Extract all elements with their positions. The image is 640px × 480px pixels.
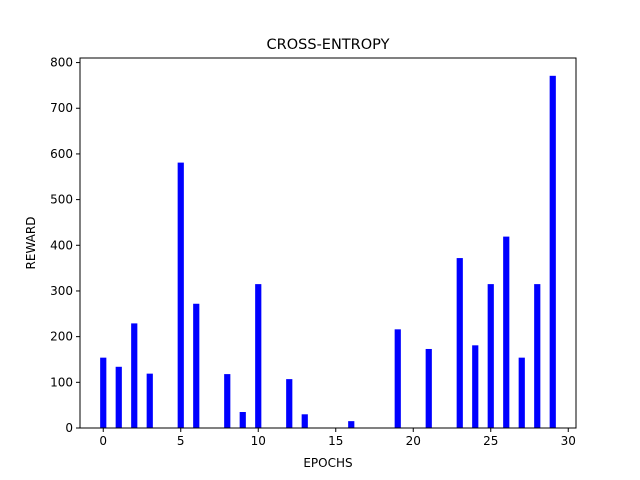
plot-frame	[79, 57, 577, 429]
x-tick-label: 20	[406, 434, 421, 448]
bar-epoch-6	[193, 303, 200, 428]
y-tick-label: 100	[50, 375, 73, 389]
x-tick-label: 25	[483, 434, 498, 448]
bar-epoch-1	[115, 366, 122, 428]
y-tick-label: 500	[50, 193, 73, 207]
y-tick-label: 200	[50, 330, 73, 344]
bar-epoch-3	[146, 373, 153, 428]
x-tick-label: 0	[99, 434, 107, 448]
y-axis-ticks: 0 100 200 300 400 500 600 700 800	[50, 56, 80, 435]
bars-group	[100, 75, 556, 429]
bar-epoch-23	[456, 258, 463, 428]
bar-epoch-12	[286, 379, 293, 428]
x-tick-label: 30	[561, 434, 576, 448]
y-tick-label: 400	[50, 238, 73, 252]
chart-title: CROSS-ENTROPY	[267, 37, 390, 53]
y-tick-label: 700	[50, 101, 73, 115]
bar-epoch-29	[549, 75, 556, 428]
bar-epoch-24	[472, 345, 479, 428]
bar-epoch-21	[425, 348, 432, 428]
x-axis-label: EPOCHS	[303, 456, 352, 470]
bar-epoch-9	[239, 412, 246, 428]
bar-epoch-28	[534, 284, 541, 428]
bar-epoch-19	[394, 329, 401, 428]
bar-epoch-10	[255, 284, 262, 428]
bar-epoch-13	[301, 414, 308, 428]
bar-epoch-26	[503, 236, 510, 428]
y-tick-label: 800	[50, 56, 73, 70]
x-tick-label: 15	[328, 434, 343, 448]
x-tick-label: 10	[251, 434, 266, 448]
x-axis-ticks: 0 5 10 15 20 25 30	[99, 428, 576, 448]
y-tick-label: 300	[50, 284, 73, 298]
bar-epoch-2	[131, 323, 138, 428]
bar-epoch-25	[487, 284, 494, 428]
y-tick-label: 600	[50, 147, 73, 161]
y-axis-label: REWARD	[24, 217, 38, 270]
bar-epoch-16	[348, 421, 355, 428]
bar-epoch-8	[224, 374, 231, 428]
bar-epoch-0	[100, 357, 107, 428]
bar-epoch-5	[177, 162, 184, 429]
y-tick-label: 0	[65, 421, 73, 435]
x-tick-label: 5	[177, 434, 185, 448]
bar-epoch-27	[518, 357, 525, 428]
